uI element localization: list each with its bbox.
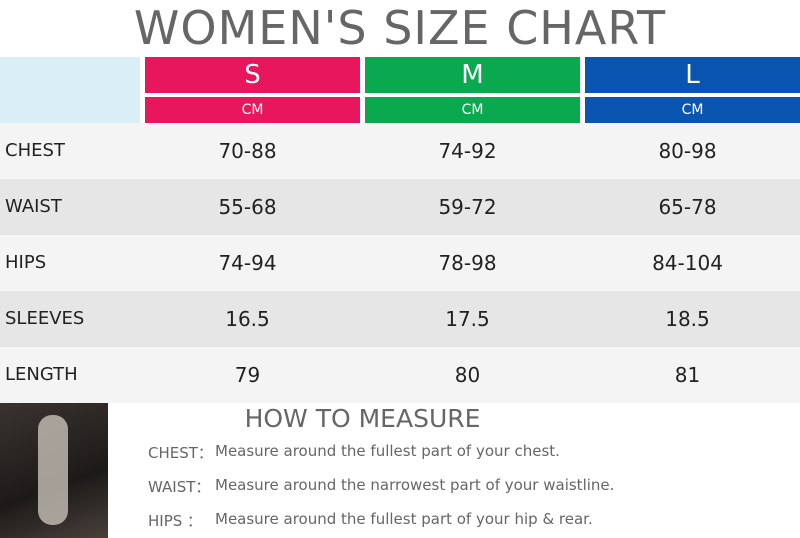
measure-text: Measure around the fullest part of your … [215, 442, 560, 460]
measure-label: CHEST： [148, 444, 213, 462]
size-value: 17.5 [445, 307, 490, 331]
row-label: SLEEVES [5, 308, 85, 329]
table-row [0, 235, 800, 291]
size-value: 80-98 [658, 139, 717, 163]
size-value: 84-104 [652, 251, 723, 275]
measure-text: Measure around the fullest part of your … [215, 510, 593, 528]
row-label: WAIST [5, 196, 62, 217]
size-value: 81 [674, 363, 701, 387]
how-to-measure-title: HOW TO MEASURE [244, 404, 481, 433]
size-value: 59-72 [438, 195, 497, 219]
measure-label: HIPS ： [148, 512, 203, 530]
size-value: 79 [234, 363, 261, 387]
unit-header: CM [365, 97, 580, 123]
row-label: LENGTH [5, 364, 78, 385]
size-value: 78-98 [438, 251, 497, 275]
size-header: M [365, 57, 580, 93]
model-figure [38, 415, 68, 525]
table-row [0, 347, 800, 403]
row-label: HIPS [5, 252, 47, 273]
size-header: L [585, 57, 800, 93]
table-row [0, 123, 800, 179]
size-value: 80 [454, 363, 481, 387]
size-value: 70-88 [218, 139, 277, 163]
measure-text: Measure around the narrowest part of you… [215, 476, 615, 494]
size-value: 74-94 [218, 251, 277, 275]
size-value: 74-92 [438, 139, 497, 163]
title: WOMEN'S SIZE CHART [133, 1, 667, 55]
measure-label: WAIST： [148, 478, 211, 496]
size-value: 16.5 [225, 307, 270, 331]
size-value: 65-78 [658, 195, 717, 219]
row-label: CHEST [5, 140, 65, 161]
unit-header: CM [145, 97, 360, 123]
table-row [0, 179, 800, 235]
size-value: 18.5 [665, 307, 710, 331]
corner-cell [0, 57, 140, 123]
table-row [0, 291, 800, 347]
unit-header: CM [585, 97, 800, 123]
size-value: 55-68 [218, 195, 277, 219]
size-header: S [145, 57, 360, 93]
